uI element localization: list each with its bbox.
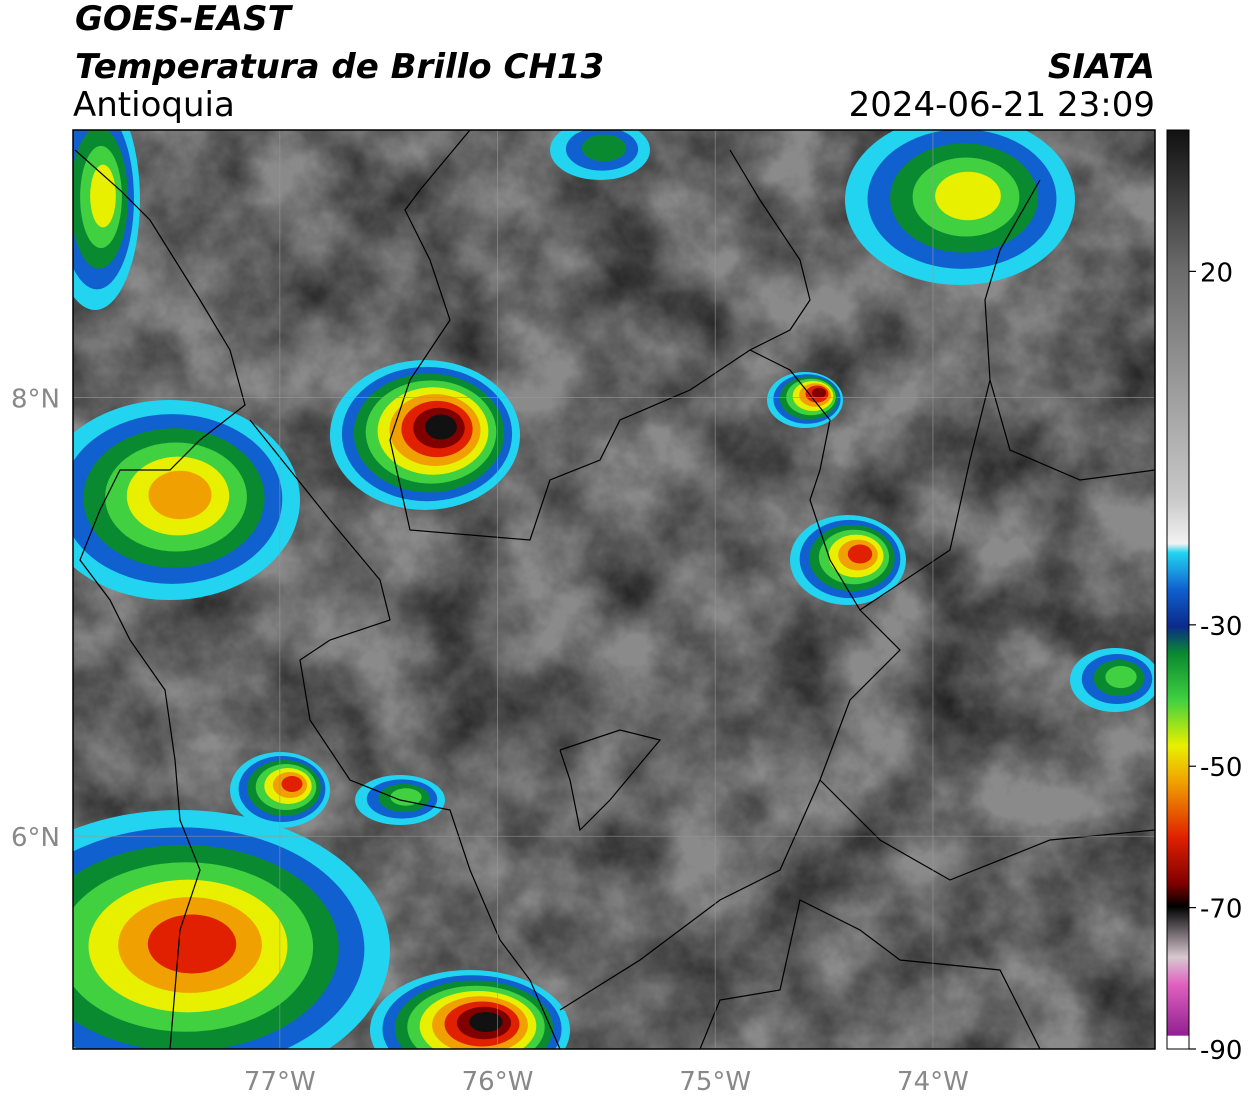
y-tick-label: 6°N — [11, 823, 60, 853]
border-line — [249, 419, 561, 1049]
colorbar-tick-label: -70 — [1200, 895, 1242, 925]
x-tick-label: 74°W — [897, 1067, 969, 1097]
colorbar: 20 -30 -50 -70 -90 — [1166, 129, 1242, 1066]
storm-layer — [847, 544, 873, 564]
border-line — [559, 729, 662, 832]
storm-layer — [1105, 665, 1137, 689]
colorbar-scale — [1166, 129, 1190, 1050]
border-line — [699, 899, 1041, 1049]
storm-layer — [581, 134, 627, 162]
borders — [74, 130, 1155, 1049]
graticule — [73, 130, 1155, 1049]
border-line — [559, 609, 901, 1011]
x-tick-label: 76°W — [462, 1067, 534, 1097]
colorbar-tick-label: 20 — [1200, 258, 1233, 288]
satellite-image — [73, 130, 1155, 1049]
map-frame — [72, 129, 1156, 1050]
colorbar-tick-label: -30 — [1200, 612, 1242, 642]
storm-layer — [469, 1012, 503, 1032]
x-tick-label: 77°W — [244, 1067, 316, 1097]
source-label: SIATA — [1048, 47, 1155, 87]
storm-layer — [425, 414, 457, 440]
border-line — [989, 379, 1155, 481]
border-line — [74, 149, 246, 1049]
colorbar-tick-label: -50 — [1200, 753, 1242, 783]
storm-layer — [811, 387, 827, 399]
title: GOES-EAST — [75, 0, 294, 39]
x-tick-label: 75°W — [679, 1067, 751, 1097]
y-tick-label: 8°N — [11, 385, 60, 415]
storm-layer — [147, 914, 237, 974]
colorbar-tick-label: -90 — [1200, 1036, 1242, 1066]
timestamp: 2024-06-21 23:09 — [849, 85, 1155, 125]
storm-layer — [90, 164, 116, 228]
storm-cells — [73, 130, 1155, 1049]
storm-layer — [148, 470, 212, 520]
storm-layer — [935, 171, 1001, 221]
storm-layer — [390, 788, 422, 806]
storm-layer — [281, 776, 303, 792]
subtitle: Temperatura de Brillo CH13 — [75, 47, 604, 87]
region-label: Antioquia — [73, 85, 235, 125]
border-line — [819, 779, 1155, 881]
border-line — [389, 130, 811, 541]
